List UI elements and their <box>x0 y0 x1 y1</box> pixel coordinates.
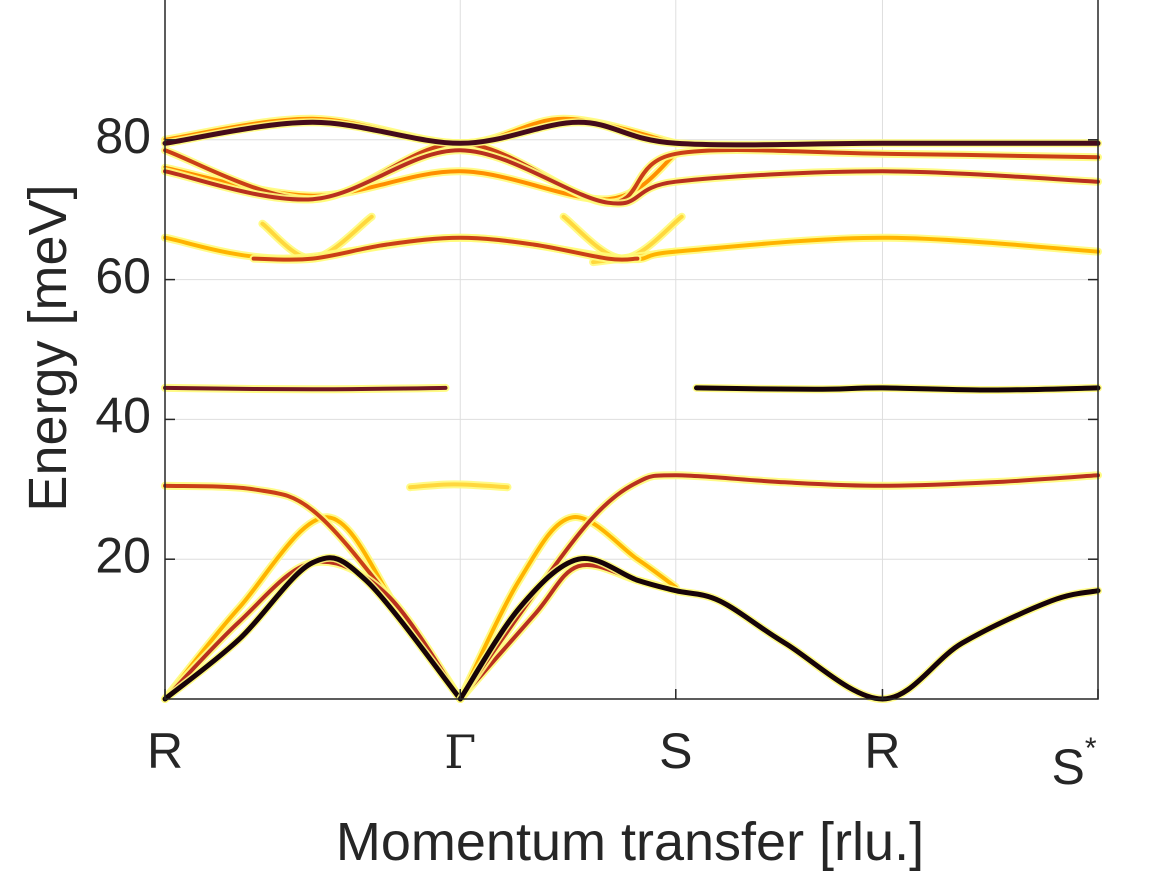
x-tick-label: S* <box>1051 732 1096 795</box>
axes <box>164 0 1099 700</box>
y-axis-label: Energy [meV] <box>18 184 78 511</box>
x-tick-label: R <box>864 723 900 779</box>
dispersion-branch <box>458 515 678 701</box>
dispersion-branch <box>163 515 463 701</box>
x-tick-label: R <box>147 723 183 779</box>
y-tick-label: 60 <box>95 248 151 304</box>
y-tick-label: 80 <box>95 108 151 164</box>
x-tick-label: S <box>659 723 692 779</box>
dispersion-branch <box>162 119 1101 148</box>
dispersion-branch <box>163 385 448 392</box>
dispersion-branch <box>408 482 510 490</box>
y-tick-label: 40 <box>95 388 151 444</box>
dispersion-branch-halo <box>161 513 465 703</box>
dispersion-branch <box>457 556 1101 702</box>
dispersion-branch <box>694 385 1101 393</box>
x-tick-label: Γ <box>444 725 476 779</box>
dispersion-branch <box>251 235 640 262</box>
grid-lines <box>164 0 1099 699</box>
y-tick-label: 20 <box>95 527 151 583</box>
plot-area <box>161 114 1102 703</box>
x-axis-label: Momentum transfer [rlu.] <box>336 812 924 872</box>
axis-frame <box>164 0 1099 700</box>
tick-labels: 20 40 60 80 R Γ S R S* <box>95 108 1096 795</box>
dispersion-branch <box>163 559 463 701</box>
dispersion-branch <box>163 148 1100 206</box>
dispersion-branch <box>162 555 463 702</box>
